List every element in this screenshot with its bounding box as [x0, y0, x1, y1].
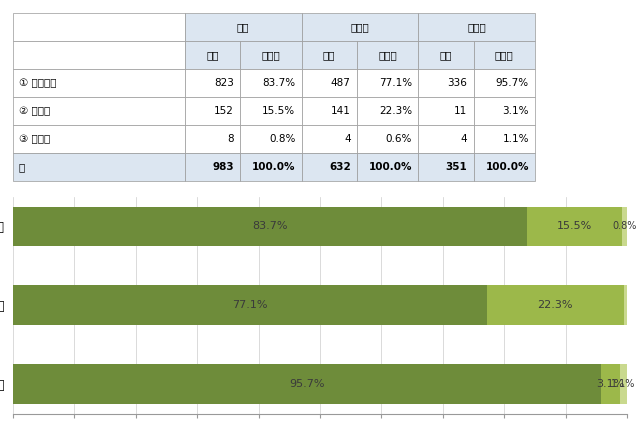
Text: 95.7%: 95.7% [496, 78, 529, 88]
Bar [623, 285, 627, 325]
Bar [301, 125, 357, 153]
Bar [474, 97, 535, 125]
Bar [357, 41, 419, 69]
Text: 3.1%: 3.1% [502, 106, 529, 116]
Text: 15.5%: 15.5% [557, 221, 592, 231]
Bar [357, 153, 419, 181]
Text: 0.8%: 0.8% [269, 134, 296, 144]
Text: 100.0%: 100.0% [252, 162, 296, 172]
Text: ② 未整備: ② 未整備 [19, 106, 50, 116]
Text: 152: 152 [214, 106, 234, 116]
Bar [474, 69, 535, 97]
Text: 構成比: 構成比 [262, 50, 280, 60]
Text: 351: 351 [445, 162, 467, 172]
Text: 4: 4 [461, 134, 467, 144]
Bar [185, 13, 301, 41]
Text: 4: 4 [344, 134, 351, 144]
Bar [474, 41, 535, 69]
Bar [240, 125, 301, 153]
Text: 15.5%: 15.5% [262, 106, 296, 116]
Text: 実数: 実数 [440, 50, 452, 60]
Bar [474, 153, 535, 181]
Bar [601, 364, 620, 404]
Bar [185, 69, 240, 97]
Text: 77.1%: 77.1% [232, 300, 268, 310]
Text: 0.8%: 0.8% [612, 221, 637, 231]
Bar [620, 364, 627, 404]
Bar [240, 41, 301, 69]
Text: 487: 487 [331, 78, 351, 88]
Text: 実数: 実数 [323, 50, 335, 60]
Bar [13, 153, 185, 181]
Bar [301, 13, 419, 41]
Text: 100.0%: 100.0% [485, 162, 529, 172]
Text: 1.1%: 1.1% [502, 134, 529, 144]
Bar [185, 97, 240, 125]
Bar [13, 207, 527, 246]
Bar [240, 69, 301, 97]
Legend: ① 整備済み, ② 未整備, ③ 無回答: ① 整備済み, ② 未整備, ③ 無回答 [639, 273, 640, 337]
Text: 95.7%: 95.7% [289, 379, 324, 389]
Bar [486, 285, 623, 325]
Bar [419, 97, 474, 125]
Text: 823: 823 [214, 78, 234, 88]
Text: 100.0%: 100.0% [369, 162, 412, 172]
Bar [419, 125, 474, 153]
Bar [13, 97, 185, 125]
Text: 336: 336 [447, 78, 467, 88]
Text: 22.3%: 22.3% [537, 300, 573, 310]
Text: ① 整備済み: ① 整備済み [19, 78, 56, 88]
Bar [301, 41, 357, 69]
Text: 11: 11 [454, 106, 467, 116]
Bar [185, 125, 240, 153]
Bar [357, 125, 419, 153]
Bar [419, 41, 474, 69]
Bar [357, 69, 419, 97]
Text: 77.1%: 77.1% [379, 78, 412, 88]
Bar [185, 41, 240, 69]
Text: 構成比: 構成比 [495, 50, 514, 60]
Text: 83.7%: 83.7% [262, 78, 296, 88]
Text: 中学校: 中学校 [467, 22, 486, 32]
Bar [13, 69, 185, 97]
Text: 3.1%: 3.1% [596, 379, 625, 389]
Text: 83.7%: 83.7% [252, 221, 287, 231]
Bar [357, 97, 419, 125]
Bar [622, 207, 627, 246]
Bar [13, 285, 486, 325]
Bar [419, 13, 535, 41]
Bar [13, 125, 185, 153]
Text: 小学校: 小学校 [351, 22, 369, 32]
Text: 構成比: 構成比 [378, 50, 397, 60]
Text: ③ 無回答: ③ 無回答 [19, 134, 50, 144]
Bar [301, 97, 357, 125]
Bar [240, 153, 301, 181]
Text: 983: 983 [212, 162, 234, 172]
Bar [419, 153, 474, 181]
Bar [301, 69, 357, 97]
Bar [185, 153, 240, 181]
Text: 実数: 実数 [206, 50, 219, 60]
Text: 141: 141 [331, 106, 351, 116]
Bar [13, 13, 185, 41]
Text: 全体: 全体 [237, 22, 250, 32]
Bar [301, 153, 357, 181]
Bar [13, 364, 601, 404]
Text: 632: 632 [329, 162, 351, 172]
Bar [419, 69, 474, 97]
Bar [474, 125, 535, 153]
Text: 1.1%: 1.1% [611, 379, 636, 389]
Bar [240, 97, 301, 125]
Bar [13, 41, 185, 69]
Bar [527, 207, 622, 246]
Text: 0.6%: 0.6% [386, 134, 412, 144]
Text: 8: 8 [227, 134, 234, 144]
Text: 計: 計 [19, 162, 25, 172]
Text: 22.3%: 22.3% [379, 106, 412, 116]
